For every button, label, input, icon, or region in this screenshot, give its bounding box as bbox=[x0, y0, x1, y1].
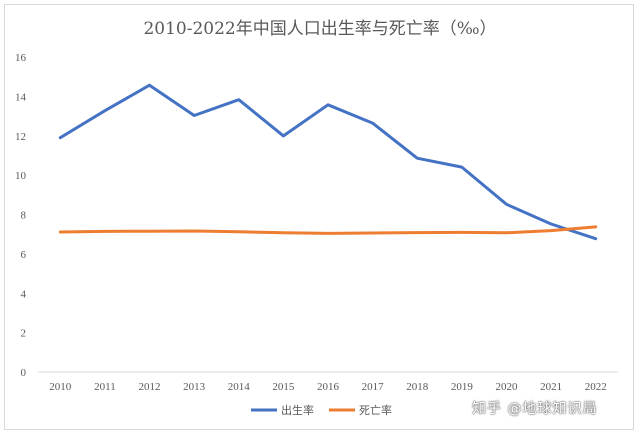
chart-frame bbox=[4, 4, 634, 430]
x-tick-label: 2019 bbox=[451, 381, 474, 393]
x-tick-label: 2014 bbox=[228, 381, 251, 393]
x-tick-label: 2021 bbox=[540, 381, 562, 393]
x-axis: 2010 2011 2012 2013 2014 2015 2016 2017 2018 2019… bbox=[49, 381, 606, 393]
chart-title: 2010-2022年中国人口出生率与死亡率（‰） bbox=[143, 19, 497, 39]
x-tick-label: 2010 bbox=[49, 381, 72, 393]
x-tick-label: 2012 bbox=[139, 381, 161, 393]
y-tick-label: 14 bbox=[15, 91, 27, 103]
y-tick-label: 2 bbox=[21, 328, 27, 340]
y-tick-label: 8 bbox=[21, 210, 27, 222]
series-line-death-rate bbox=[58, 225, 598, 235]
y-tick-label: 4 bbox=[21, 288, 27, 300]
y-tick-label: 10 bbox=[15, 170, 27, 182]
x-tick-label: 2011 bbox=[94, 381, 116, 393]
series-line-birth-rate bbox=[58, 83, 598, 241]
legend-label: 出生率 bbox=[281, 403, 314, 417]
y-tick-label: 0 bbox=[21, 367, 27, 379]
x-tick-label: 2018 bbox=[406, 381, 429, 393]
watermark: 知乎 @地球知识局 bbox=[472, 401, 598, 417]
y-tick-label: 6 bbox=[21, 249, 27, 261]
legend: 出生率 死亡率 bbox=[251, 403, 392, 417]
x-tick-label: 2013 bbox=[183, 381, 206, 393]
x-tick-label: 2020 bbox=[495, 381, 518, 393]
legend-label: 死亡率 bbox=[359, 403, 392, 417]
x-tick-label: 2015 bbox=[272, 381, 295, 393]
y-tick-label: 12 bbox=[15, 131, 26, 143]
x-tick-label: 2017 bbox=[362, 381, 385, 393]
x-tick-label: 2016 bbox=[317, 381, 340, 393]
y-axis: 0 2 4 6 8 10 12 14 16 bbox=[15, 52, 27, 379]
x-tick-label: 2022 bbox=[585, 381, 607, 393]
series-lines bbox=[58, 83, 598, 241]
y-tick-label: 16 bbox=[15, 52, 27, 64]
